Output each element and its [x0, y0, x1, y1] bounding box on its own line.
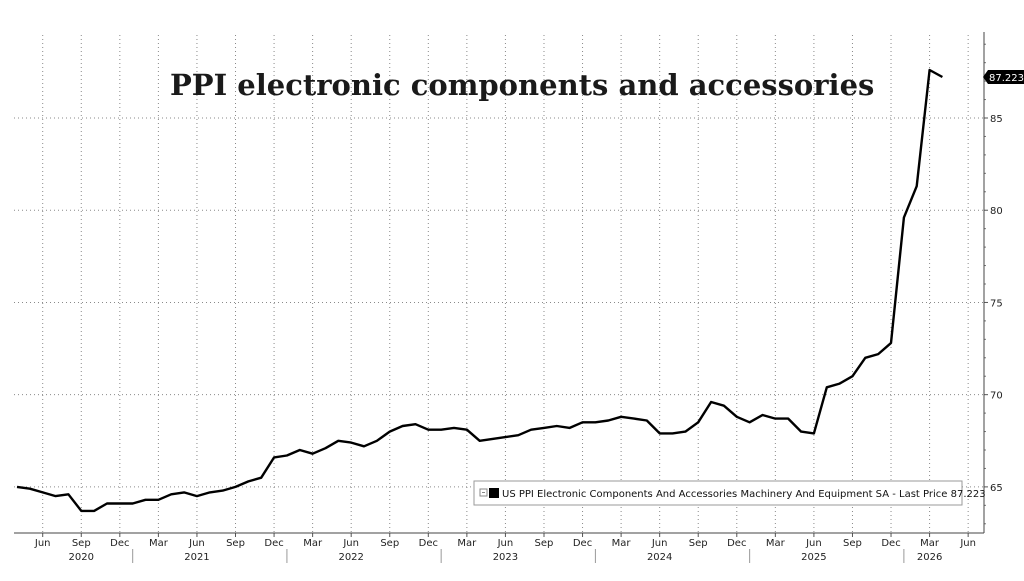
x-tick-label: Jun: [651, 538, 668, 549]
x-year-label: 2025: [801, 552, 826, 563]
x-tick-label: Jun: [959, 538, 976, 549]
x-tick-label: Mar: [920, 538, 940, 549]
x-tick-label: Jun: [34, 538, 51, 549]
x-year-label: 2023: [493, 552, 518, 563]
y-tick-label: 75: [990, 298, 1003, 309]
x-tick-label: Sep: [72, 538, 91, 549]
x-tick-label: Sep: [380, 538, 399, 549]
x-tick-label: Mar: [612, 538, 632, 549]
x-tick-label: Dec: [419, 538, 438, 549]
last-price-badge: [983, 69, 1024, 84]
x-tick-label: Mar: [766, 538, 786, 549]
x-tick-label: Dec: [573, 538, 592, 549]
x-tick-label: Jun: [188, 538, 205, 549]
x-tick-label: Jun: [805, 538, 822, 549]
x-tick-label: Dec: [110, 538, 129, 549]
x-tick-label: Sep: [843, 538, 862, 549]
legend-box: [473, 480, 963, 506]
x-tick-label: Sep: [226, 538, 245, 549]
x-year-label: 2024: [647, 552, 672, 563]
x-year-label: 2021: [184, 552, 209, 563]
x-tick-label: Dec: [881, 538, 900, 549]
axes: 65 70 75 80 85 Jun Sep Dec Mar Jun Sep Dec Mar Jun Sep…: [14, 32, 1003, 563]
x-tick-label: Dec: [264, 538, 283, 549]
x-tick-label: Jun: [342, 538, 359, 549]
legend-swatch: [489, 488, 499, 498]
series-line: [16, 68, 943, 513]
grid-lines: [14, 35, 984, 533]
x-year-label: 2026: [917, 552, 942, 563]
series-layer: [16, 68, 943, 513]
x-tick-label: Mar: [457, 538, 477, 549]
legend[interactable]: US PPI Electronic Components And Accesso…: [473, 480, 986, 506]
y-tick-label: 70: [990, 391, 1003, 402]
x-year-label: 2022: [338, 552, 363, 563]
last-price-label: 87.223: [989, 73, 1024, 84]
x-tick-label: Jun: [497, 538, 514, 549]
x-tick-label: Mar: [303, 538, 323, 549]
x-tick-label: Dec: [727, 538, 746, 549]
y-tick-label: 80: [990, 206, 1003, 217]
chart-title: PPI electronic components and accessorie…: [170, 68, 874, 102]
x-tick-label: Mar: [149, 538, 169, 549]
y-tick-label: 65: [990, 483, 1003, 494]
x-tick-label: Sep: [535, 538, 554, 549]
x-tick-label: Sep: [689, 538, 708, 549]
x-year-label: 2020: [69, 552, 94, 563]
last-price-tag: 87.223: [983, 69, 1024, 84]
y-tick-label: 85: [990, 114, 1003, 125]
legend-label: US PPI Electronic Components And Accesso…: [502, 489, 986, 500]
